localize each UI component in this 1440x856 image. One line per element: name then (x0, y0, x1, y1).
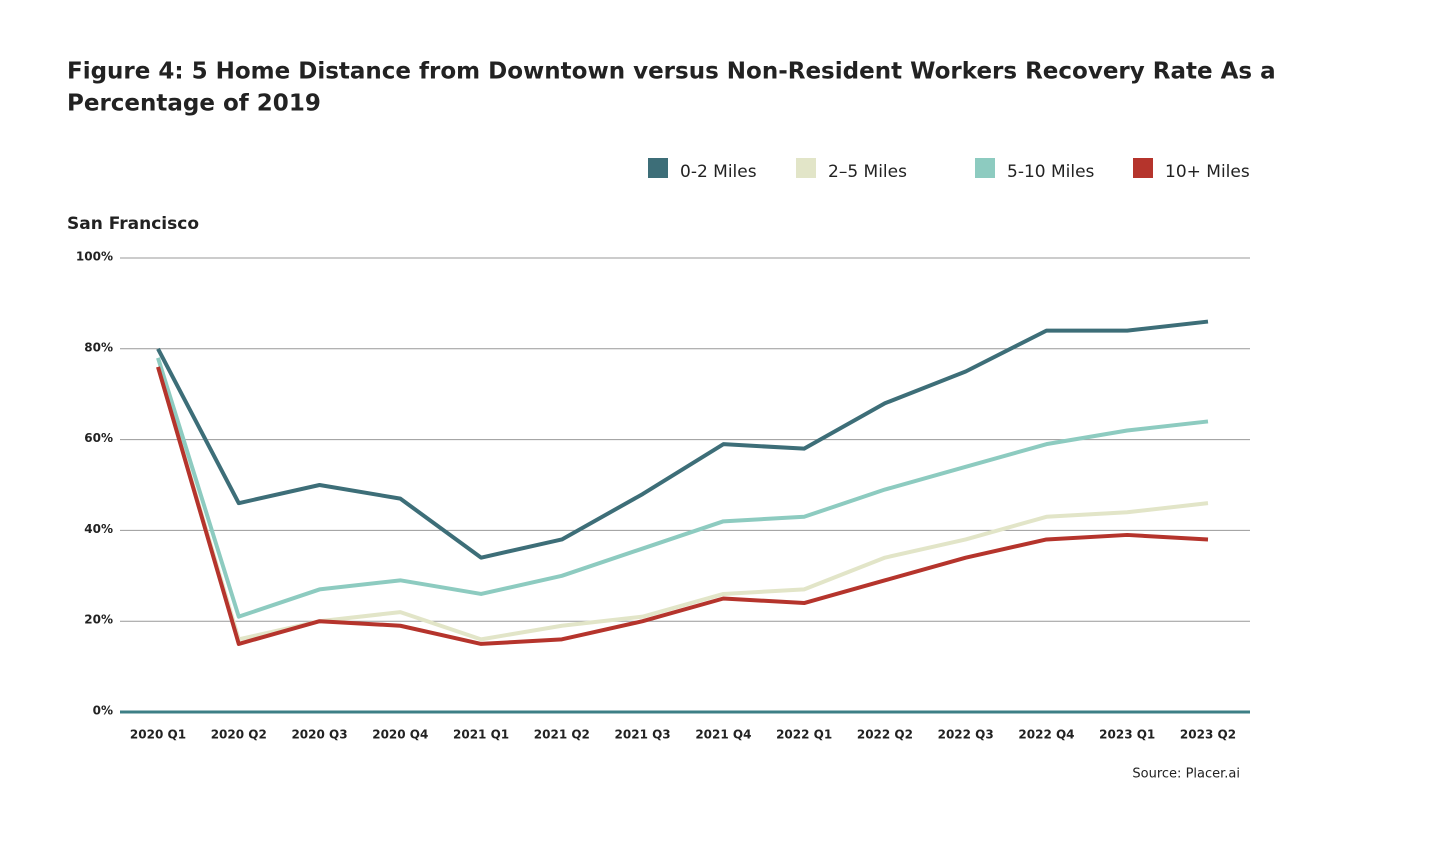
y-tick-label: 20% (84, 613, 113, 627)
legend-label: 10+ Miles (1165, 162, 1250, 182)
legend-swatch (975, 158, 995, 178)
x-tick-label: 2020 Q2 (211, 728, 267, 742)
x-tick-label: 2022 Q1 (776, 728, 832, 742)
x-tick-label: 2022 Q2 (857, 728, 913, 742)
series-line (156, 366, 1209, 646)
series-line (156, 366, 1209, 642)
x-tick-label: 2022 Q4 (1018, 728, 1074, 742)
chart-title: Percentage of 2019 (67, 91, 321, 117)
x-tick-label: 2022 Q3 (938, 728, 994, 742)
chart-subtitle: San Francisco (67, 214, 199, 234)
series-line (156, 319, 1209, 560)
series-line (156, 357, 1209, 619)
y-tick-label: 0% (93, 704, 113, 718)
x-tick-label: 2020 Q1 (130, 728, 186, 742)
legend-label: 5-10 Miles (1007, 162, 1095, 182)
legend-swatch (648, 158, 668, 178)
x-tick-label: 2020 Q3 (291, 728, 347, 742)
x-tick-label: 2023 Q1 (1099, 728, 1155, 742)
legend-label: 2–5 Miles (828, 162, 907, 182)
x-tick-label: 2021 Q1 (453, 728, 509, 742)
x-tick-label: 2021 Q3 (615, 728, 671, 742)
x-tick-label: 2023 Q2 (1180, 728, 1236, 742)
legend-swatch (1133, 158, 1153, 178)
y-tick-label: 100% (76, 250, 113, 264)
x-tick-label: 2021 Q4 (695, 728, 751, 742)
x-tick-label: 2021 Q2 (534, 728, 590, 742)
x-tick-label: 2020 Q4 (372, 728, 428, 742)
y-tick-label: 80% (84, 340, 113, 354)
y-tick-label: 60% (84, 431, 113, 445)
chart-title: Figure 4: 5 Home Distance from Downtown … (67, 59, 1276, 85)
y-tick-label: 40% (84, 522, 113, 536)
legend-swatch (796, 158, 816, 178)
source-note: Source: Placer.ai (1132, 767, 1240, 782)
legend-label: 0-2 Miles (680, 162, 757, 182)
